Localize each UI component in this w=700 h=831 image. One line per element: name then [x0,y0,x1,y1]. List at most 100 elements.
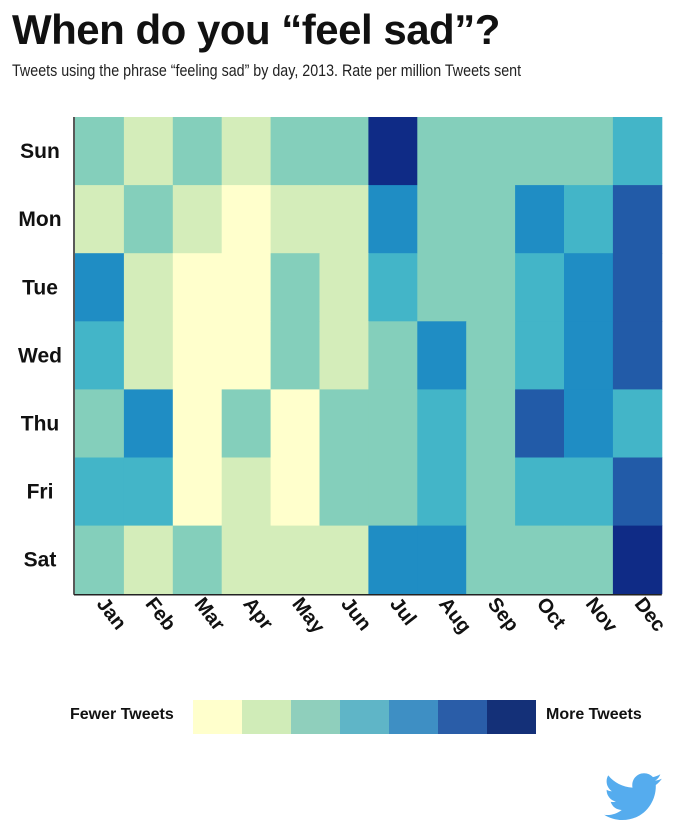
heatmap-cell-thu-sep [466,389,516,458]
heatmap-cell-sat-feb [123,525,174,595]
heatmap-cell-mon-mar [172,185,223,254]
heatmap-cell-fri-jun [319,457,369,527]
heatmap-cell-mon-feb [123,185,174,254]
heatmap-cell-sun-jul [368,117,418,186]
legend-high-label: More Tweets [546,706,642,723]
heatmap-cell-fri-nov [564,457,614,527]
x-tick-label: May [287,594,329,639]
heatmap-cell-fri-may [270,457,320,527]
chart-title: When do you “feel sad”? [12,6,500,53]
heatmap-cell-wed-jun [319,321,369,390]
x-tick-label: Aug [434,594,475,638]
x-tick-label: Sep [483,594,523,636]
heatmap-chart: Sun Mon Tue Wed Thu Fri Sat Jan Feb Mar Apr May Jun J… [18,117,670,639]
heatmap-cell-sat-aug [417,525,467,595]
heatmap-cell-wed-aug [417,321,467,390]
heatmap-cell-tue-feb [123,253,174,322]
heatmap-cell-wed-mar [172,321,223,390]
heatmap-cell-fri-oct [515,457,565,527]
heatmap-cell-tue-jan [75,253,125,322]
heatmap-cell-mon-jun [319,185,369,254]
heatmap-cell-tue-oct [515,253,565,322]
heatmap-cell-tue-sep [466,253,516,322]
heatmap-cell-thu-jul [368,389,418,458]
x-tick-label: Oct [532,594,570,634]
heatmap-cell-sun-aug [417,117,467,186]
y-tick-label: Tue [22,276,58,299]
heatmap-cell-fri-sep [466,457,516,527]
heatmap-cell-mon-sep [466,185,516,254]
chart-subtitle: Tweets using the phrase “feeling sad” by… [12,61,522,80]
heatmap-cell-sat-jul [368,525,418,595]
legend-swatch [389,700,438,734]
legend-swatch [487,700,536,734]
heatmap-cell-tue-jun [319,253,369,322]
heatmap-cell-thu-mar [172,389,223,458]
heatmap-cell-sat-mar [172,525,223,595]
heatmap-cell-sun-sep [466,117,516,186]
heatmap-cell-sat-oct [515,525,565,595]
heatmap-cell-thu-apr [221,389,272,458]
heatmap-cell-mon-jan [75,185,125,254]
y-tick-label: Thu [21,412,59,435]
heatmap-cell-thu-dec [612,389,663,458]
heatmap-cell-tue-nov [564,253,614,322]
heatmap-cell-thu-feb [123,389,174,458]
legend-swatch [340,700,389,734]
heatmap-cell-sun-dec [612,117,663,186]
heatmap-cell-wed-dec [612,321,663,390]
heatmap-cell-fri-dec [612,457,663,527]
y-tick-label: Mon [18,208,61,231]
heatmap-cell-tue-mar [172,253,223,322]
y-tick-label: Fri [27,481,54,504]
legend-low-label: Fewer Tweets [70,706,174,723]
heatmap-cell-sun-jan [75,117,125,186]
legend-swatch [291,700,340,734]
heatmap-cell-mon-nov [564,185,614,254]
heatmap-cell-sun-may [270,117,320,186]
heatmap-cell-wed-nov [564,321,614,390]
heatmap-cell-thu-jun [319,389,369,458]
x-tick-label: Apr [238,594,277,635]
legend-color-scale [193,700,536,734]
heatmap-cell-thu-nov [564,389,614,458]
heatmap-cell-tue-aug [417,253,467,322]
heatmap-cell-sun-feb [123,117,174,186]
legend-swatch [438,700,487,734]
heatmap-cell-sat-jan [75,525,125,595]
heatmap-cell-thu-aug [417,389,467,458]
heatmap-cell-sat-dec [612,525,663,595]
legend-swatch [193,700,242,734]
heatmap-cell-sat-may [270,525,320,595]
heatmap-cell-wed-may [270,321,320,390]
heatmap-cell-tue-jul [368,253,418,322]
heatmap-cell-sun-jun [319,117,369,186]
heatmap-cell-fri-jan [75,457,125,527]
y-tick-label: Wed [18,344,62,367]
heatmap-cell-mon-jul [368,185,418,254]
heatmap-cell-wed-jan [75,321,125,390]
heatmap-cell-tue-dec [612,253,663,322]
heatmap-cell-sun-nov [564,117,614,186]
heatmap-cell-mon-apr [221,185,272,254]
heatmap-cell-sun-oct [515,117,565,186]
y-tick-label: Sun [20,140,60,163]
heatmap-cell-thu-oct [515,389,565,458]
heatmap-cell-mon-aug [417,185,467,254]
heatmap-cell-sun-mar [172,117,223,186]
heatmap-cell-wed-feb [123,321,174,390]
heatmap-cell-thu-may [270,389,320,458]
x-tick-label: Feb [141,594,180,636]
twitter-bird-icon [604,773,662,826]
heatmap-cell-sun-apr [221,117,272,186]
heatmap-cell-mon-dec [612,185,663,254]
heatmap-cell-mon-oct [515,185,565,254]
x-tick-label: Nov [581,594,622,638]
x-tick-label: Jun [336,594,375,636]
heatmap-cell-sat-sep [466,525,516,595]
heatmap-cell-wed-sep [466,321,516,390]
heatmap-cell-wed-apr [221,321,272,390]
heatmap-cell-tue-apr [221,253,272,322]
heatmap-cell-fri-apr [221,457,272,527]
x-tick-label: Jul [385,594,420,630]
